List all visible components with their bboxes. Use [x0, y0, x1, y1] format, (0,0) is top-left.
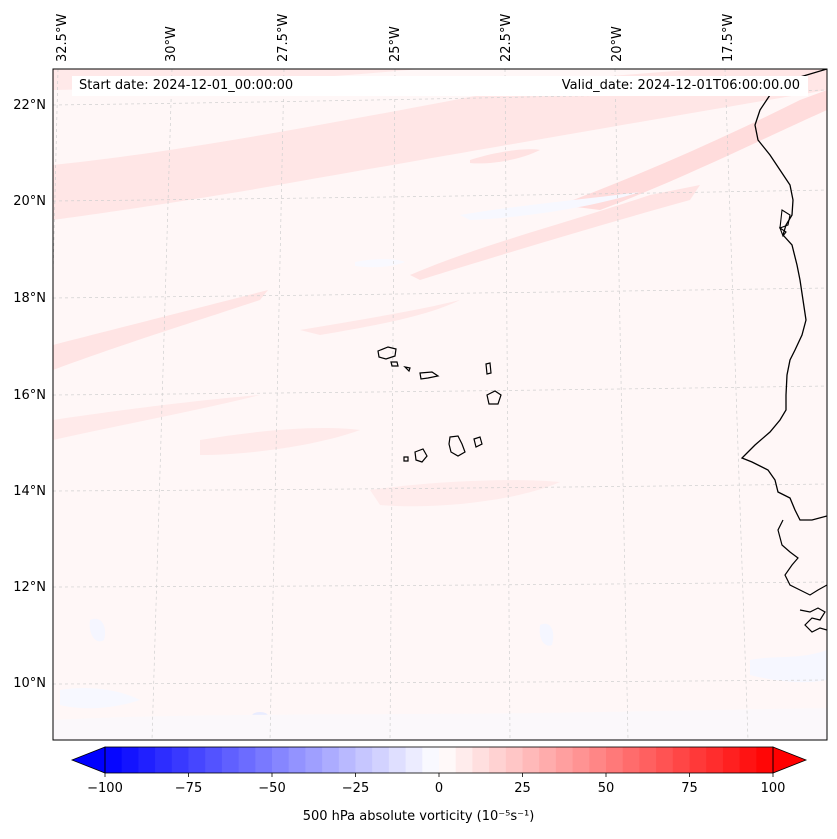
date-banner [72, 76, 808, 96]
colorbar-cell [121, 747, 139, 773]
colorbar-cell [455, 747, 473, 773]
colorbar-cell [622, 747, 640, 773]
colorbar-cell [255, 747, 273, 773]
colorbar-cell [272, 747, 290, 773]
vorticity-patch [539, 623, 554, 646]
colorbar-cell [472, 747, 490, 773]
colorbar-tick-label: −75 [174, 781, 203, 796]
lat-label: 20°N [13, 194, 46, 209]
vorticity-patch [89, 618, 106, 642]
colorbar-extend-high [772, 746, 808, 774]
colorbar-cell [639, 747, 657, 773]
colorbar-cell [171, 747, 189, 773]
map-frame [52, 68, 828, 741]
vorticity-band [410, 185, 700, 280]
colorbar-cell [188, 747, 206, 773]
lat-label: 16°N [13, 388, 46, 403]
colorbar-cell [205, 747, 223, 773]
colorbar-cell [672, 747, 690, 773]
colorbar-tick-label: −100 [87, 781, 123, 796]
colorbar-tick-label: 0 [434, 781, 444, 796]
coastline-africa [778, 226, 787, 238]
colorbar-cell [138, 747, 156, 773]
colorbar-cell [355, 747, 373, 773]
vorticity-band [53, 69, 827, 220]
colorbar-cell [322, 747, 340, 773]
colorbar-cell [155, 747, 173, 773]
coastline-africa [740, 69, 827, 521]
colorbar-cell [439, 747, 457, 773]
colorbar-cell [238, 747, 256, 773]
vorticity-band [470, 149, 540, 164]
colorbar-label: 500 hPa absolute vorticity (10⁻⁵s⁻¹) [302, 809, 535, 824]
colorbar-tick-label: 75 [681, 781, 698, 796]
vorticity-patch [355, 259, 405, 268]
vorticity-band [200, 428, 360, 455]
colorbar-tick-label: 100 [760, 781, 786, 796]
colorbar-cell [722, 747, 741, 773]
colorbar-cell [572, 747, 590, 773]
colorbar-cell [105, 747, 123, 773]
colorbar-cell [305, 747, 323, 773]
colorbar-tick-label: 50 [597, 781, 615, 796]
colorbar-cell [689, 747, 707, 773]
colorbar-cell [522, 747, 540, 773]
colorbar-cell [756, 747, 774, 773]
colorbar-cell [505, 747, 523, 773]
colorbar-cell [555, 747, 574, 773]
colorbar-tick-label: 25 [514, 781, 531, 796]
lat-label: 22°N [13, 98, 46, 113]
colorbar-cell [405, 747, 423, 773]
vorticity-band [560, 90, 827, 210]
colorbar-cell [656, 747, 674, 773]
valid-date-label: Valid_date: 2024-12-01T06:00:00.00 [561, 78, 800, 93]
vorticity-patch [750, 650, 827, 683]
lat-label: 12°N [13, 580, 46, 595]
colorbar-cell [338, 747, 356, 773]
vorticity-band [300, 300, 460, 335]
colorbar-cell [706, 747, 724, 773]
vorticity-band [53, 395, 260, 440]
coastline-africa [779, 209, 791, 229]
cape-verde-islands [377, 346, 502, 463]
vorticity-patch [60, 688, 140, 709]
colorbar-cell [539, 747, 557, 773]
coastline-africa [777, 519, 827, 596]
colorbar-cell [221, 747, 240, 773]
colorbar-cell [739, 747, 757, 773]
vorticity-band [53, 290, 268, 370]
colorbar-tick-label: −50 [258, 781, 286, 796]
coastline-africa [799, 607, 827, 633]
colorbar-tick-label: −25 [341, 781, 370, 796]
vorticity-patch [460, 192, 640, 220]
colorbar-cell [589, 747, 607, 773]
lat-label: 18°N [13, 291, 46, 306]
colorbar-extend-low [70, 746, 106, 774]
colorbar-cell [372, 747, 390, 773]
colorbar-cell [489, 747, 507, 773]
graticule [53, 69, 827, 740]
lat-label: 14°N [13, 484, 46, 499]
colorbar-cell [388, 747, 407, 773]
vorticity-band [370, 480, 560, 507]
lat-label: 10°N [13, 676, 46, 691]
start-date-label: Start date: 2024-12-01_00:00:00 [79, 78, 294, 93]
colorbar-cell [606, 747, 624, 773]
vorticity-patch [53, 708, 827, 740]
colorbar-cell [422, 747, 440, 773]
colorbar-cell [288, 747, 306, 773]
